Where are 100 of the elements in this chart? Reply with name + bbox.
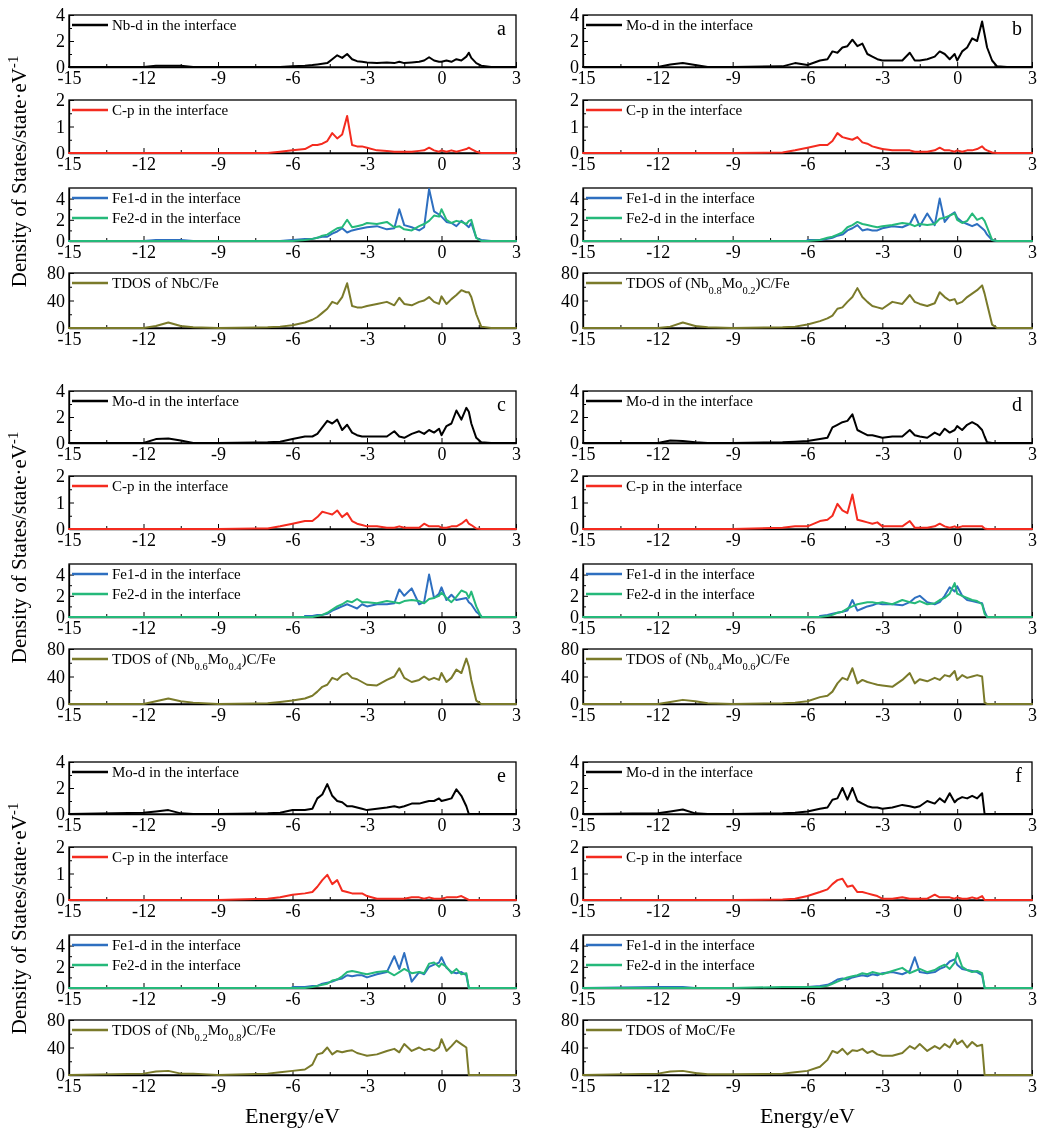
y-tick-label: 2 [56,957,65,978]
x-tick-label: -12 [646,67,671,88]
legend-label: Mo-d in the interface [626,764,754,780]
x-tick-label: 0 [953,814,963,835]
x-tick-label: -12 [132,1075,156,1096]
x-tick-label: -12 [646,900,671,921]
x-tick-label: 0 [437,153,447,174]
x-tick-label: 0 [437,704,447,725]
legend-label: C-p in the interface [112,102,229,118]
y-tick-label: 4 [56,381,65,402]
x-tick-label: 0 [953,443,963,464]
y-tick-label: 40 [47,290,65,311]
x-tick-label: -12 [132,529,156,550]
x-tick-label: -3 [875,988,891,1009]
x-tick-label: -3 [360,1075,375,1096]
x-tick-label: 3 [512,988,521,1009]
y-tick-label: 2 [56,90,65,111]
y-tick-label: 2 [56,31,65,52]
legend-label: Mo-d in the interface [112,393,240,409]
y-tick-label: 80 [47,639,65,660]
annotation: b [1012,17,1022,39]
y-tick-label: 4 [56,564,65,585]
x-tick-label: -3 [360,900,375,921]
x-tick-label: 0 [437,617,447,638]
x-tick-label: -12 [646,529,671,550]
x-tick-label: -6 [800,1075,816,1096]
x-tick-label: -6 [285,814,301,835]
x-tick-label: 0 [953,1075,963,1096]
x-tick-label: 0 [953,704,963,725]
y-tick-label: 40 [47,666,65,687]
x-tick-label: -12 [646,443,671,464]
x-tick-label: 0 [953,153,963,174]
x-tick-label: 0 [953,67,963,88]
y-tick-label: 2 [56,778,65,799]
y-tick-label: 2 [570,407,579,428]
x-tick-label: 3 [512,153,521,174]
x-tick-label: -6 [800,814,816,835]
x-tick-label: 3 [1028,1075,1037,1096]
x-tick-label: 0 [437,529,447,550]
x-tick-label: 0 [437,988,447,1009]
x-tick-label: -9 [211,153,226,174]
x-tick-label: -12 [132,443,156,464]
legend-label: Fe2-d in the interface [626,586,756,602]
x-tick-label: 3 [512,814,521,835]
x-tick-label: -6 [285,900,301,921]
x-tick-label: -3 [875,704,891,725]
x-tick-label: -9 [211,617,226,638]
legend-label: C-p in the interface [112,478,229,494]
x-tick-label: -9 [725,443,741,464]
x-tick-label: 3 [1028,814,1037,835]
x-tick-label: -9 [725,241,741,262]
x-tick-label: -9 [725,1075,741,1096]
y-tick-label: 2 [570,31,579,52]
x-tick-label: 3 [1028,241,1037,262]
x-tick-label: 0 [953,900,963,921]
x-tick-label: -3 [875,900,891,921]
x-tick-label: -12 [132,67,156,88]
legend-label: Fe2-d in the interface [112,586,242,602]
y-tick-label: 2 [56,837,65,858]
x-tick-label: 0 [437,443,447,464]
legend-label: Fe1-d in the interface [626,190,756,206]
x-tick-label: 0 [437,814,447,835]
y-tick-label: 2 [56,210,65,231]
x-tick-label: 0 [953,617,963,638]
x-tick-label: -6 [285,704,301,725]
x-tick-label: -12 [646,704,671,725]
y-tick-label: 4 [570,188,579,209]
y-tick-label: 2 [570,837,579,858]
x-tick-label: 0 [437,900,447,921]
x-tick-label: -12 [646,617,671,638]
x-tick-label: 3 [1028,328,1037,349]
x-tick-label: -12 [132,704,156,725]
x-tick-label: -6 [285,443,301,464]
x-tick-label: -12 [132,814,156,835]
x-tick-label: 0 [953,328,963,349]
x-tick-label: -6 [800,704,816,725]
x-tick-label: -9 [211,900,226,921]
legend-label: Fe2-d in the interface [112,210,242,226]
y-tick-label: 1 [56,116,65,137]
x-tick-label: 3 [512,704,521,725]
x-tick-label: -6 [285,328,301,349]
x-tick-label: -12 [646,241,671,262]
x-tick-label: 0 [437,67,447,88]
x-tick-label: -3 [360,153,375,174]
y-tick-label: 4 [570,564,579,585]
x-tick-label: -9 [211,67,226,88]
x-tick-label: -12 [132,900,156,921]
x-tick-label: -6 [800,617,816,638]
x-tick-label: -9 [211,704,226,725]
legend-label: C-p in the interface [112,849,229,865]
legend-label: TDOS of (Nb$_{0.6}$Mo$_{0.4}$)C/Fe [112,651,277,672]
y-tick-label: 2 [56,407,65,428]
x-tick-label: -3 [360,704,375,725]
x-tick-label: -3 [360,67,375,88]
x-tick-label: -9 [725,704,741,725]
x-tick-label: -12 [646,1075,671,1096]
annotation: e [497,764,507,786]
x-tick-label: -12 [132,328,156,349]
y-tick-label: 2 [570,210,579,231]
legend-label: Fe1-d in the interface [112,190,242,206]
